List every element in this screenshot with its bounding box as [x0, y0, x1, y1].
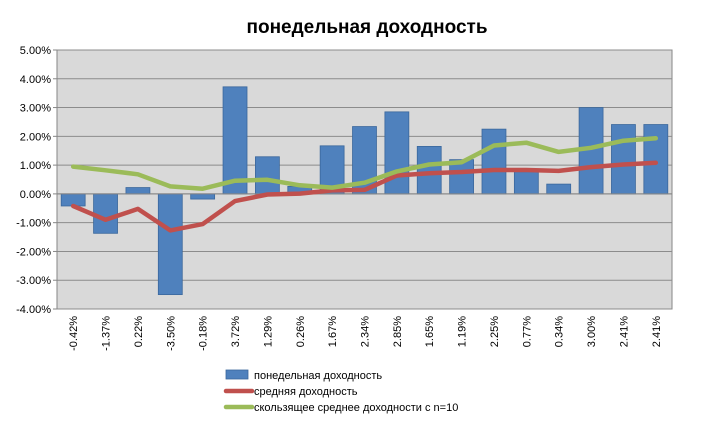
legend-label: скользящее среднее доходности с n=10	[254, 402, 458, 414]
x-tick-label: 2.34%	[360, 316, 372, 347]
bar	[611, 124, 636, 195]
x-tick-label: 0.22%	[133, 316, 145, 347]
bar	[481, 128, 507, 195]
bar	[222, 86, 248, 195]
y-tick-label: -1.00%	[16, 218, 51, 230]
y-tick-label: 2.00%	[20, 131, 51, 143]
bar	[190, 193, 216, 200]
series-line	[70, 136, 659, 191]
bar	[93, 193, 118, 234]
x-tick-label: 0.34%	[554, 316, 566, 347]
y-axis: 5.00% 4.00% 3.00% 2.00% 1.00% 0.00% -1.00% -2.0…	[16, 45, 58, 316]
line-series	[70, 136, 659, 233]
bar-series	[57, 86, 672, 296]
y-tick-label: 0.00%	[20, 189, 51, 201]
x-tick-label: -0.42%	[68, 316, 80, 351]
legend-swatch-bar	[225, 369, 249, 380]
x-tick-label: 2.41%	[651, 316, 663, 347]
x-tick-label: 3.72%	[230, 316, 242, 347]
y-tick-label: 5.00%	[20, 45, 51, 57]
x-tick-label: 1.67%	[327, 316, 339, 347]
x-tick-label: -1.37%	[101, 316, 113, 351]
bar	[513, 171, 539, 195]
y-tick-label: 4.00%	[20, 74, 51, 86]
series-line	[70, 160, 659, 233]
x-tick-label: -3.50%	[165, 316, 177, 351]
y-tick-label: 3.00%	[20, 103, 51, 115]
bar	[125, 187, 151, 195]
x-tick-label: 3.00%	[586, 316, 598, 347]
bar	[416, 146, 442, 195]
legend-label: понедельная доходность	[254, 370, 382, 382]
bar	[546, 183, 572, 195]
x-tick-label: -0.18%	[198, 316, 210, 351]
x-axis: -0.42% -1.37% 0.22% -3.50% -0.18% 3.72% 1.29% 0…	[68, 316, 663, 351]
x-tick-label: 1.65%	[424, 316, 436, 347]
bar	[255, 156, 280, 195]
x-tick-label: 0.26%	[295, 316, 307, 347]
x-tick-label: 2.25%	[489, 316, 501, 347]
x-tick-label: 2.41%	[618, 316, 630, 347]
y-tick-label: -3.00%	[16, 275, 51, 287]
chart-title: понедельная доходность	[247, 17, 488, 38]
x-tick-label: 1.19%	[457, 316, 469, 347]
bar	[157, 193, 183, 296]
x-tick-label: 1.29%	[262, 316, 274, 347]
bar	[643, 124, 669, 195]
x-tick-label: 2.85%	[392, 316, 404, 347]
legend-label: средняя доходность	[254, 386, 358, 398]
y-tick-label: -2.00%	[16, 246, 51, 258]
x-tick-label: 0.77%	[521, 316, 533, 347]
y-tick-label: -4.00%	[16, 304, 51, 316]
legend: понедельная доходность средняя доходность…	[223, 369, 458, 414]
y-tick-label: 1.00%	[20, 160, 51, 172]
